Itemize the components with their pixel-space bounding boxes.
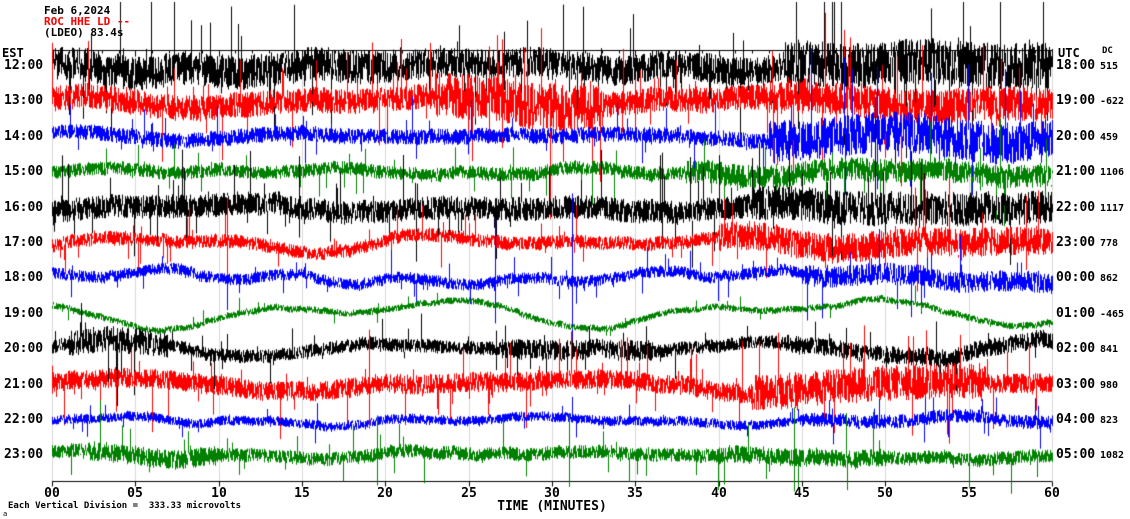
dc-value: 862: [1100, 273, 1119, 284]
x-tick-label: 05: [127, 486, 143, 501]
utc-time-label: 01:00: [1056, 306, 1096, 321]
utc-time-label: 21:00: [1056, 164, 1096, 179]
dc-column-label: DC: [1102, 46, 1113, 56]
utc-time-label: 22:00: [1056, 200, 1096, 215]
x-tick-label: 00: [44, 486, 60, 501]
est-time-label: 15:00: [4, 164, 44, 179]
x-tick-label: 25: [461, 486, 477, 501]
x-axis-title: TIME (MINUTES): [497, 499, 607, 514]
est-time-label: 19:00: [4, 306, 44, 321]
utc-time-label: 00:00: [1056, 270, 1096, 285]
est-time-label: 16:00: [4, 200, 44, 215]
x-tick-label: 45: [794, 486, 810, 501]
dc-value: 1082: [1100, 450, 1125, 461]
dc-value: 841: [1100, 344, 1119, 355]
utc-time-label: 19:00: [1056, 93, 1096, 108]
x-tick-label: 10: [211, 486, 227, 501]
utc-time-label: 18:00: [1056, 58, 1096, 73]
est-time-label: 14:00: [4, 129, 44, 144]
x-tick-label: 50: [877, 486, 893, 501]
right-timezone-label: UTC: [1058, 46, 1080, 60]
scale-footnote: Each Vertical Division = 333.33 microvol…: [8, 501, 241, 511]
header-meta: (LDEO) 83.4s: [44, 26, 124, 39]
x-tick-label: 60: [1044, 486, 1060, 501]
est-time-label: 12:00: [4, 58, 44, 73]
x-tick-label: 55: [961, 486, 977, 501]
x-tick-label: 20: [377, 486, 393, 501]
x-tick-label: 35: [627, 486, 643, 501]
corner-char: a: [3, 510, 8, 518]
x-tick-label: 15: [294, 486, 310, 501]
dc-value: 980: [1100, 380, 1119, 391]
dc-value: 823: [1100, 415, 1119, 426]
dc-value: -465: [1100, 309, 1125, 320]
utc-time-label: 03:00: [1056, 377, 1096, 392]
est-time-label: 13:00: [4, 93, 44, 108]
header-date: Feb 6,2024: [44, 4, 111, 17]
est-time-label: 22:00: [4, 412, 44, 427]
est-time-label: 18:00: [4, 270, 44, 285]
dc-value: 515: [1100, 61, 1119, 72]
left-timezone-label: EST: [2, 46, 24, 60]
dc-value: 1106: [1100, 167, 1125, 178]
header-station: ROC HHE LD --: [44, 15, 131, 28]
utc-time-label: 05:00: [1056, 447, 1096, 462]
dc-value: 1117: [1100, 203, 1125, 214]
est-time-label: 17:00: [4, 235, 44, 250]
utc-time-label: 20:00: [1056, 129, 1096, 144]
x-tick-label: 40: [711, 486, 727, 501]
utc-time-label: 02:00: [1056, 341, 1096, 356]
dc-value: -622: [1100, 96, 1125, 107]
utc-time-label: 23:00: [1056, 235, 1096, 250]
est-time-label: 20:00: [4, 341, 44, 356]
dc-value: 778: [1100, 238, 1119, 249]
utc-time-label: 04:00: [1056, 412, 1096, 427]
x-tick-label: 30: [544, 486, 560, 501]
est-time-label: 21:00: [4, 377, 44, 392]
est-time-label: 23:00: [4, 447, 44, 462]
dc-value: 459: [1100, 132, 1119, 143]
